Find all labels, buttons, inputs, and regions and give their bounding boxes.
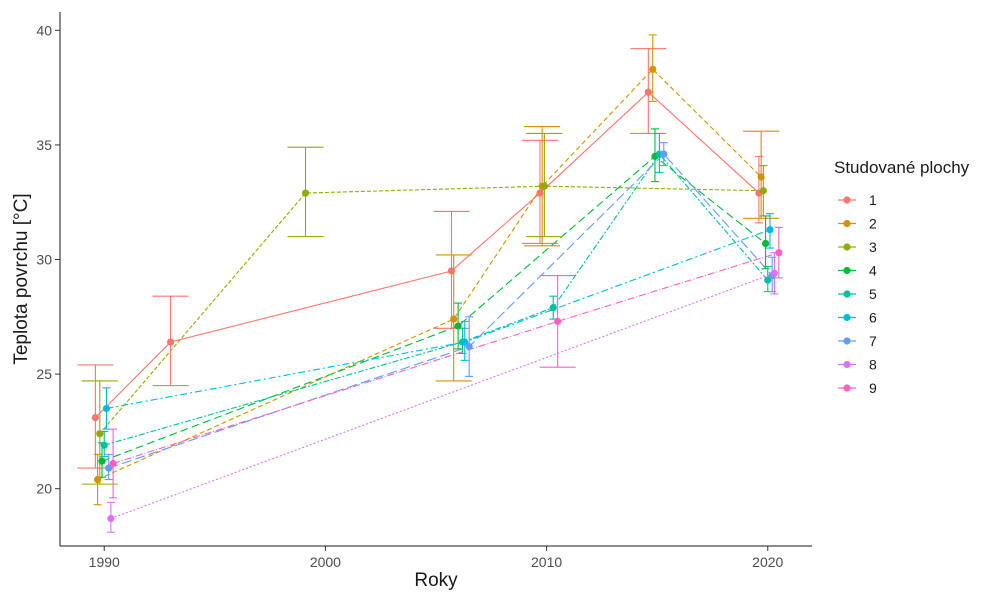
data-point-8 bbox=[107, 514, 115, 523]
legend-items: 1 2 3 4 5 6 7 8 9 bbox=[838, 192, 877, 396]
data-point-7 bbox=[105, 464, 113, 472]
series-line-6 bbox=[106, 229, 771, 410]
data-point-1 bbox=[536, 189, 544, 197]
data-point-7 bbox=[465, 343, 473, 351]
legend-item-9: 9 bbox=[838, 380, 877, 396]
legend-label: 3 bbox=[869, 239, 877, 255]
data-point-3 bbox=[96, 430, 104, 438]
series-line-8 bbox=[110, 272, 775, 520]
legend-item-1: 1 bbox=[838, 192, 877, 208]
legend-key-point bbox=[843, 290, 851, 298]
series-line-2 bbox=[97, 68, 762, 481]
legend-label: 8 bbox=[869, 357, 877, 373]
plot-area: 20 25 30 35 40 1990 2000 2010 2020 bbox=[36, 12, 812, 570]
data-point-7 bbox=[660, 150, 668, 158]
x-ticks: 1990 2000 2010 2020 bbox=[89, 546, 784, 570]
data-point-3 bbox=[540, 182, 548, 190]
series-line-5 bbox=[104, 153, 769, 446]
data-points bbox=[91, 65, 783, 523]
data-point-2 bbox=[757, 173, 765, 181]
series-line-4 bbox=[101, 155, 766, 462]
data-point-5 bbox=[764, 276, 772, 284]
legend-item-3: 3 bbox=[838, 239, 877, 255]
legend-key-point bbox=[843, 337, 851, 345]
legend-label: 5 bbox=[869, 286, 877, 302]
legend-label: 6 bbox=[869, 310, 877, 326]
legend-title: Studované plochy bbox=[834, 158, 970, 177]
y-tick-label: 40 bbox=[36, 22, 52, 38]
data-point-4 bbox=[761, 239, 770, 248]
y-axis-title: Teplota povrchu [°C] bbox=[11, 193, 32, 364]
legend: Studované plochy 1 2 3 4 5 6 7 8 9 bbox=[834, 158, 970, 396]
legend-key-point bbox=[843, 384, 851, 392]
data-point-3 bbox=[301, 189, 310, 197]
data-point-5 bbox=[100, 441, 108, 449]
legend-label: 9 bbox=[869, 380, 877, 396]
legend-label: 1 bbox=[869, 192, 877, 208]
data-point-1 bbox=[447, 267, 456, 275]
data-point-6 bbox=[766, 226, 774, 234]
legend-label: 7 bbox=[869, 333, 877, 349]
x-tick-label: 1990 bbox=[89, 554, 120, 570]
legend-key-point bbox=[843, 266, 851, 275]
data-point-4 bbox=[454, 322, 462, 330]
legend-item-5: 5 bbox=[838, 286, 877, 302]
x-tick-label: 2000 bbox=[310, 554, 341, 570]
x-tick-label: 2020 bbox=[752, 554, 783, 570]
data-point-2 bbox=[649, 65, 657, 73]
legend-key-point bbox=[843, 219, 851, 228]
data-point-6 bbox=[461, 338, 469, 346]
legend-item-2: 2 bbox=[838, 216, 877, 232]
legend-label: 4 bbox=[869, 263, 877, 279]
data-point-2 bbox=[450, 315, 458, 323]
legend-key-point bbox=[843, 243, 851, 251]
data-point-1 bbox=[91, 414, 99, 422]
legend-key-point bbox=[843, 196, 851, 204]
data-point-5 bbox=[549, 304, 557, 312]
data-point-9 bbox=[775, 249, 783, 257]
series-line-1 bbox=[94, 91, 760, 419]
y-tick-label: 20 bbox=[36, 481, 52, 497]
legend-item-7: 7 bbox=[838, 333, 877, 349]
data-point-9 bbox=[554, 317, 562, 325]
y-ticks: 20 25 30 35 40 bbox=[36, 22, 60, 497]
legend-key-point bbox=[843, 313, 851, 322]
series-lines bbox=[94, 68, 779, 520]
data-point-3 bbox=[759, 187, 767, 195]
data-point-4 bbox=[98, 457, 106, 465]
legend-key-point bbox=[843, 360, 851, 369]
data-point-6 bbox=[102, 404, 111, 413]
y-tick-label: 30 bbox=[36, 252, 52, 268]
legend-item-8: 8 bbox=[838, 357, 877, 373]
legend-item-6: 6 bbox=[838, 310, 877, 326]
legend-label: 2 bbox=[869, 216, 877, 232]
series-line-9 bbox=[112, 252, 779, 465]
y-tick-label: 35 bbox=[36, 137, 52, 153]
data-point-1 bbox=[166, 338, 175, 346]
x-axis-title: Roky bbox=[414, 570, 458, 591]
data-point-9 bbox=[109, 459, 117, 468]
series-line-3 bbox=[99, 185, 764, 435]
data-point-1 bbox=[644, 88, 652, 96]
legend-item-4: 4 bbox=[838, 263, 877, 279]
data-point-2 bbox=[94, 475, 102, 484]
x-tick-label: 2010 bbox=[531, 554, 562, 570]
error-bars bbox=[77, 34, 783, 533]
y-tick-label: 25 bbox=[36, 366, 52, 382]
data-point-8 bbox=[770, 269, 779, 277]
